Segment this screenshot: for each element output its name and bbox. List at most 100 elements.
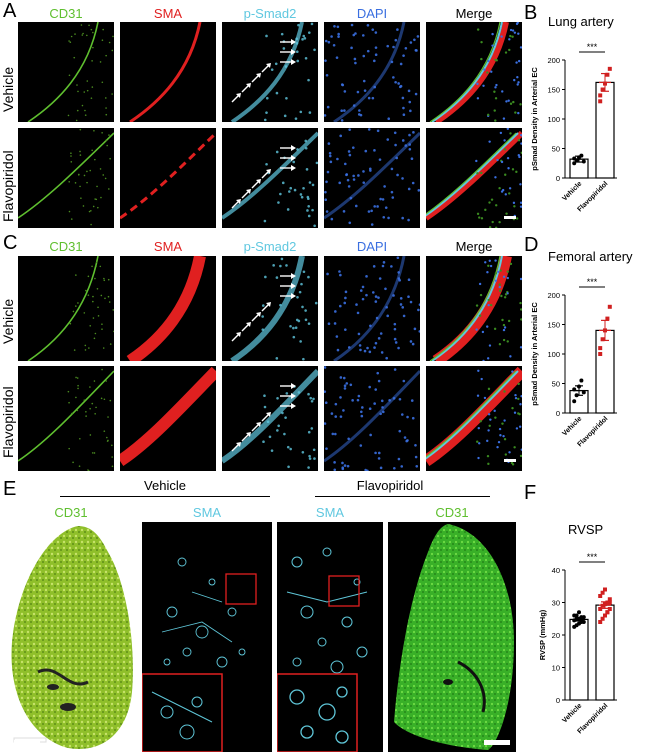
- micrograph-a-flavopiridol-psmad: [222, 128, 318, 228]
- label-a-psmad: p-Smad2: [243, 6, 297, 21]
- micrograph-a-flavopiridol-merge: [426, 128, 522, 228]
- y-tick-label: 100: [547, 350, 560, 359]
- row-label-a-vehicle: Vehicle: [0, 66, 16, 112]
- data-point: [605, 316, 610, 321]
- chart-f-title: RVSP: [568, 522, 604, 537]
- micrograph-c-vehicle-dapi: [324, 256, 420, 361]
- micrograph-a-flavopiridol-dapi: [324, 128, 420, 228]
- y-tick-label: 20: [552, 631, 560, 640]
- micrograph-e-cd31-flavopiridol: [388, 522, 516, 752]
- data-point: [581, 159, 586, 164]
- label-a-sma: SMA: [153, 6, 183, 21]
- micrograph-e-sma-flavopiridol: [277, 522, 383, 752]
- data-point: [603, 587, 607, 592]
- x-tick-label: Vehicle: [561, 702, 583, 724]
- chart-b-title: Lung artery: [548, 14, 614, 29]
- micrograph-c-flavopiridol-psmad: [222, 366, 318, 471]
- label-e-sma-vehicle: SMA: [192, 505, 222, 520]
- y-tick-label: 150: [547, 321, 560, 330]
- flavopiridol-bracket-line: [315, 496, 490, 497]
- bar-vehicle: [569, 618, 589, 701]
- chart-d: 0 50 100 150 200 pSmad Density in Arterial EC…: [530, 277, 617, 448]
- y-axis-label: pSmad Density in Arterial EC: [530, 67, 539, 171]
- data-point: [574, 393, 579, 398]
- data-point: [574, 613, 579, 618]
- micrograph-a-flavopiridol-sma: [120, 128, 216, 228]
- label-c-psmad: p-Smad2: [243, 239, 297, 254]
- micrograph-e-sma-vehicle: [142, 522, 272, 752]
- row-label-c-vehicle: Vehicle: [0, 298, 16, 344]
- data-point: [600, 590, 605, 595]
- bar-flavopiridol: [595, 604, 615, 701]
- y-tick-label: 150: [547, 86, 560, 95]
- y-tick-label: 30: [552, 599, 560, 608]
- data-point: [605, 610, 610, 615]
- data-point: [605, 600, 610, 605]
- data-point: [607, 66, 612, 71]
- panel-letter-b: B: [524, 2, 538, 24]
- micrograph-c-vehicle-merge: [426, 256, 522, 361]
- data-point: [607, 304, 612, 309]
- scale-bar-e2: [484, 740, 510, 745]
- chart-d-title: Femoral artery: [548, 249, 633, 264]
- y-axis-label: RVSP (mmHg): [538, 609, 547, 660]
- micrograph-a-vehicle-cd31: [18, 22, 114, 122]
- significance-label: ***: [587, 42, 598, 52]
- significance-label: ***: [587, 552, 598, 562]
- data-point: [572, 387, 577, 392]
- data-point: [577, 384, 581, 389]
- y-tick-label: 40: [552, 566, 560, 575]
- y-tick-label: 0: [556, 696, 560, 705]
- micrograph-a-vehicle-sma: [120, 22, 216, 122]
- label-e-vehicle: Vehicle: [144, 478, 186, 493]
- micrograph-c-flavopiridol-merge: [426, 366, 522, 471]
- y-tick-label: 50: [552, 380, 560, 389]
- label-e-cd31-vehicle: CD31: [54, 505, 88, 520]
- scale-bar-e: [14, 740, 40, 745]
- data-point: [605, 72, 610, 77]
- micrograph-a-vehicle-merge: [426, 22, 522, 122]
- micrograph-c-vehicle-psmad: [222, 256, 318, 361]
- data-point: [603, 613, 607, 618]
- micrograph-c-vehicle-cd31: [18, 256, 114, 361]
- panel-letter-f: F: [524, 482, 537, 504]
- data-point: [607, 607, 612, 611]
- micrograph-c-flavopiridol-sma: [120, 366, 216, 471]
- bar-flavopiridol: [595, 329, 615, 414]
- y-tick-label: 200: [547, 291, 560, 300]
- label-e-flavopiridol: Flavopiridol: [356, 478, 424, 493]
- data-point: [607, 600, 612, 605]
- data-point: [598, 93, 603, 98]
- label-a-cd31: CD31: [49, 6, 83, 21]
- data-point: [598, 620, 603, 624]
- x-tick-label: Vehicle: [561, 415, 583, 437]
- data-point: [598, 607, 603, 611]
- data-point: [581, 390, 586, 395]
- micrograph-e-cd31-vehicle: [8, 522, 134, 752]
- y-tick-label: 0: [556, 174, 560, 183]
- y-tick-label: 200: [547, 56, 560, 65]
- panel-letter-a: A: [3, 0, 17, 22]
- data-point: [581, 615, 586, 620]
- significance-label: ***: [587, 277, 598, 287]
- panel-letter-e: E: [3, 478, 17, 500]
- label-e-cd31-flavopiridol: CD31: [435, 505, 469, 520]
- label-c-merge: Merge: [455, 239, 493, 254]
- data-point: [600, 603, 605, 608]
- panel-letter-d: D: [524, 234, 539, 256]
- data-point: [598, 594, 603, 598]
- data-point: [579, 378, 584, 383]
- data-point: [603, 81, 607, 86]
- data-point: [603, 602, 607, 607]
- data-point: [603, 328, 607, 333]
- label-a-merge: Merge: [455, 6, 493, 21]
- data-point: [579, 153, 584, 158]
- micrograph-a-vehicle-psmad: [222, 22, 318, 122]
- label-c-dapi: DAPI: [356, 239, 388, 254]
- vehicle-bracket-line: [60, 496, 270, 497]
- y-tick-label: 10: [552, 664, 560, 673]
- data-point: [577, 610, 581, 615]
- data-point: [607, 597, 612, 602]
- data-point: [600, 337, 605, 342]
